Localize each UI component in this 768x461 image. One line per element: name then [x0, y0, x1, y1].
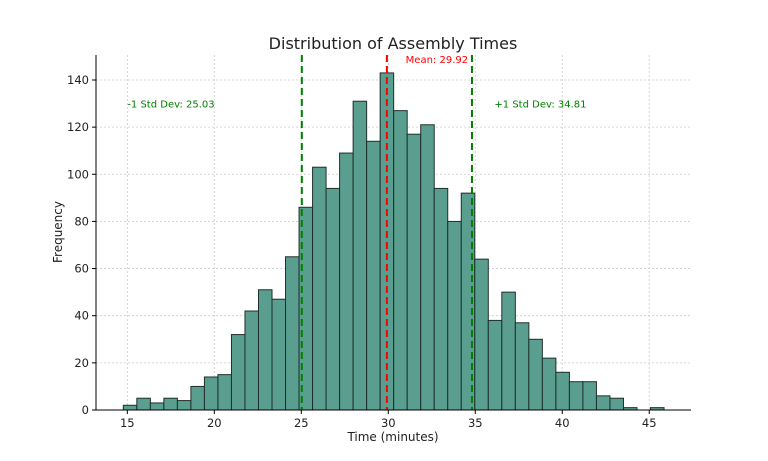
reference-line-label: -1 Std Dev: 25.03	[127, 100, 214, 111]
histogram-bar	[163, 397, 178, 411]
y-tick-label: 60	[74, 262, 89, 276]
histogram-bar	[487, 319, 503, 411]
histogram-bar	[149, 402, 165, 411]
histogram-bar	[433, 187, 449, 411]
histogram-bar	[217, 374, 232, 411]
histogram-bar	[501, 291, 516, 411]
histogram-bar	[514, 322, 530, 411]
x-axis-label: Time (minutes)	[346, 430, 438, 444]
y-tick-label: 20	[74, 356, 89, 370]
y-tick-label: 120	[67, 120, 89, 134]
axes: 15 20 25 30 35 40 45 0 20 40 60 80 100 120 140	[67, 55, 691, 430]
bars	[122, 72, 665, 411]
histogram-bar	[447, 220, 462, 411]
x-tick-label: 40	[555, 416, 570, 430]
y-tick-label: 0	[82, 403, 89, 417]
histogram-bar	[352, 100, 368, 411]
histogram-bar	[230, 334, 246, 411]
x-tick-label: 15	[120, 416, 135, 430]
y-tick-label: 80	[74, 214, 89, 228]
histogram-bar	[420, 124, 435, 411]
histogram-bar	[271, 298, 287, 411]
histogram-bar	[595, 395, 611, 411]
histogram-bar	[609, 397, 624, 411]
y-tick-label: 40	[74, 309, 89, 323]
y-tick-label: 140	[67, 73, 89, 87]
y-axis-label: Frequency	[51, 201, 65, 263]
histogram-bar	[244, 310, 259, 411]
reference-line-label: +1 Std Dev: 34.81	[494, 100, 586, 111]
histogram-bar	[257, 289, 273, 411]
histogram-bar	[339, 152, 354, 411]
reference-line-label: Mean: 29.92	[406, 55, 468, 66]
histogram-bar	[190, 385, 205, 411]
histogram-bar	[528, 338, 543, 411]
y-tick-label: 100	[67, 167, 89, 181]
histogram-bar	[176, 400, 192, 411]
histogram-bar	[136, 397, 151, 411]
histogram-bar	[312, 166, 327, 411]
histogram-bar	[203, 376, 219, 411]
histogram-bar	[122, 404, 138, 411]
reference-lines: Mean: 29.92 -1 Std Dev: 25.03 +1 Std Dev: …	[127, 55, 587, 410]
histogram-bar	[568, 381, 584, 411]
x-tick-label: 30	[381, 416, 396, 430]
x-tick-label: 45	[642, 416, 657, 430]
histogram-bar	[474, 258, 489, 411]
x-tick-label: 35	[468, 416, 483, 430]
histogram-bar	[285, 256, 300, 411]
histogram-bar	[582, 381, 597, 411]
x-tick-label: 25	[294, 416, 309, 430]
histogram-bar	[325, 187, 341, 411]
histogram-bar	[555, 371, 570, 411]
histogram-bar	[393, 110, 408, 411]
chart-title: Distribution of Assembly Times	[269, 34, 518, 53]
x-tick-label: 20	[207, 416, 222, 430]
histogram-bar	[541, 357, 557, 411]
histogram-bar	[406, 133, 422, 411]
histogram-bar	[366, 140, 381, 411]
